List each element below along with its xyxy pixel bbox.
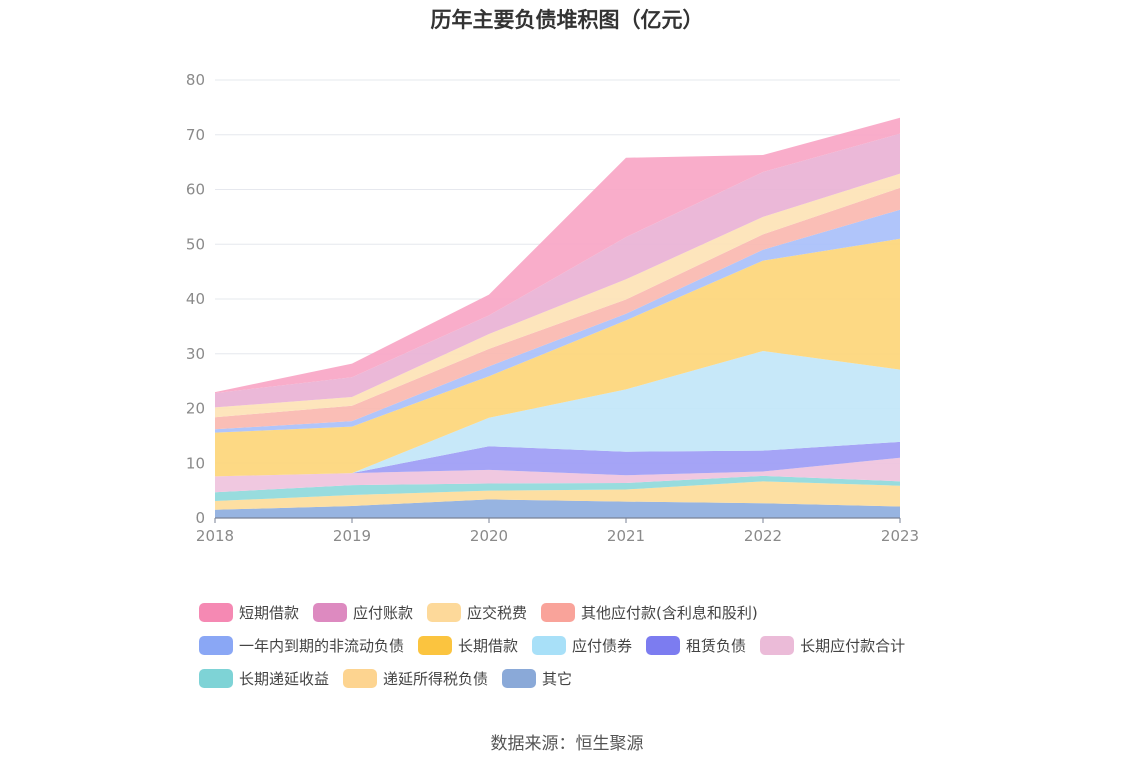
area-series-3: [215, 457, 900, 493]
legend-item[interactable]: 其他应付款(含利息和股利): [541, 602, 758, 623]
legend-item[interactable]: 应交税费: [427, 602, 527, 623]
legend-label: 短期借款: [239, 604, 300, 622]
y-tick-label: 50: [186, 235, 205, 253]
stacked-area-chart: 0 10 20 30 40 50 60 70 80 2018 2019 2020 2021 2022 202…: [186, 71, 919, 545]
legend-swatch: [199, 636, 233, 655]
legend-swatch: [427, 603, 462, 622]
x-tick-label: 2018: [196, 527, 234, 545]
legend-label: 长期借款: [458, 637, 519, 655]
x-tick-label: 2023: [881, 527, 919, 545]
legend-swatch: [313, 603, 348, 622]
legend-item[interactable]: 长期借款: [418, 635, 518, 656]
legend-swatch: [199, 669, 233, 688]
x-tick-label: 2019: [333, 527, 371, 545]
area-series-5: [215, 351, 900, 477]
legend-label: 其它: [542, 670, 573, 688]
legend-label: 长期递延收益: [239, 670, 330, 688]
legend-label: 应交税费: [467, 604, 528, 622]
legend-swatch: [199, 603, 233, 622]
legend-item[interactable]: 短期借款: [199, 602, 299, 623]
legend-swatch: [646, 636, 681, 655]
area-series-0: [215, 499, 900, 518]
legend-row: 一年内到期的非流动负债 长期借款 应付债券 租赁负债 长期应付款合计: [199, 629, 959, 662]
legend-swatch: [541, 603, 576, 622]
area-series-11: [215, 117, 900, 394]
area-series-6: [215, 238, 900, 477]
y-tick-label: 20: [186, 400, 205, 418]
legend-item[interactable]: 应付账款: [313, 602, 413, 623]
x-tick-label: 2020: [470, 527, 508, 545]
source-note: 数据来源：恒生聚源: [490, 734, 644, 754]
legend-item[interactable]: 递延所得税负债: [343, 668, 488, 689]
legend-label: 递延所得税负债: [383, 670, 489, 688]
legend-item[interactable]: 长期递延收益: [199, 668, 329, 689]
legend-item[interactable]: 其它: [502, 668, 572, 689]
area-series-8: [215, 187, 900, 430]
area-series-1: [215, 481, 900, 510]
legend-label: 租赁负债: [686, 637, 747, 655]
legend-swatch: [760, 636, 795, 655]
legend-item[interactable]: 应付债券: [532, 635, 632, 656]
legend-label: 其他应付款(含利息和股利): [581, 604, 758, 622]
y-tick-label: 80: [186, 71, 205, 89]
legend-label: 长期应付款合计: [800, 637, 906, 655]
legend-item[interactable]: 租赁负债: [646, 635, 746, 656]
area-series: [215, 117, 900, 518]
y-tick-label: 60: [186, 181, 205, 199]
legend-label: 一年内到期的非流动负债: [239, 637, 405, 655]
area-series-4: [215, 441, 900, 477]
legend-label: 应付账款: [353, 604, 414, 622]
legend-item[interactable]: 一年内到期的非流动负债: [199, 635, 404, 656]
axes: 0 10 20 30 40 50 60 70 80 2018 2019 2020 2021 2022 202…: [186, 71, 919, 545]
y-tick-label: 40: [186, 290, 205, 308]
legend-swatch: [502, 669, 537, 688]
legend: 短期借款 应付账款 应交税费 其他应付款(含利息和股利) 一年内到期的非流动负债 长期借款…: [199, 596, 959, 695]
y-tick-label: 70: [186, 126, 205, 144]
legend-row: 长期递延收益 递延所得税负债 其它: [199, 662, 959, 695]
legend-swatch: [343, 669, 378, 688]
y-tick-label: 30: [186, 345, 205, 363]
area-series-7: [215, 209, 900, 433]
y-tick-label: 10: [186, 454, 205, 472]
x-tick-label: 2021: [607, 527, 645, 545]
area-series-9: [215, 173, 900, 418]
legend-label: 应付债券: [572, 637, 633, 655]
legend-swatch: [418, 636, 453, 655]
area-series-10: [215, 133, 900, 408]
area-series-2: [215, 475, 900, 502]
legend-swatch: [532, 636, 567, 655]
legend-item[interactable]: 长期应付款合计: [760, 635, 905, 656]
legend-row: 短期借款 应付账款 应交税费 其他应付款(含利息和股利): [199, 596, 959, 629]
chart-title: 历年主要负债堆积图（亿元）: [430, 8, 704, 32]
x-tick-label: 2022: [744, 527, 782, 545]
y-tick-label: 0: [195, 509, 205, 527]
